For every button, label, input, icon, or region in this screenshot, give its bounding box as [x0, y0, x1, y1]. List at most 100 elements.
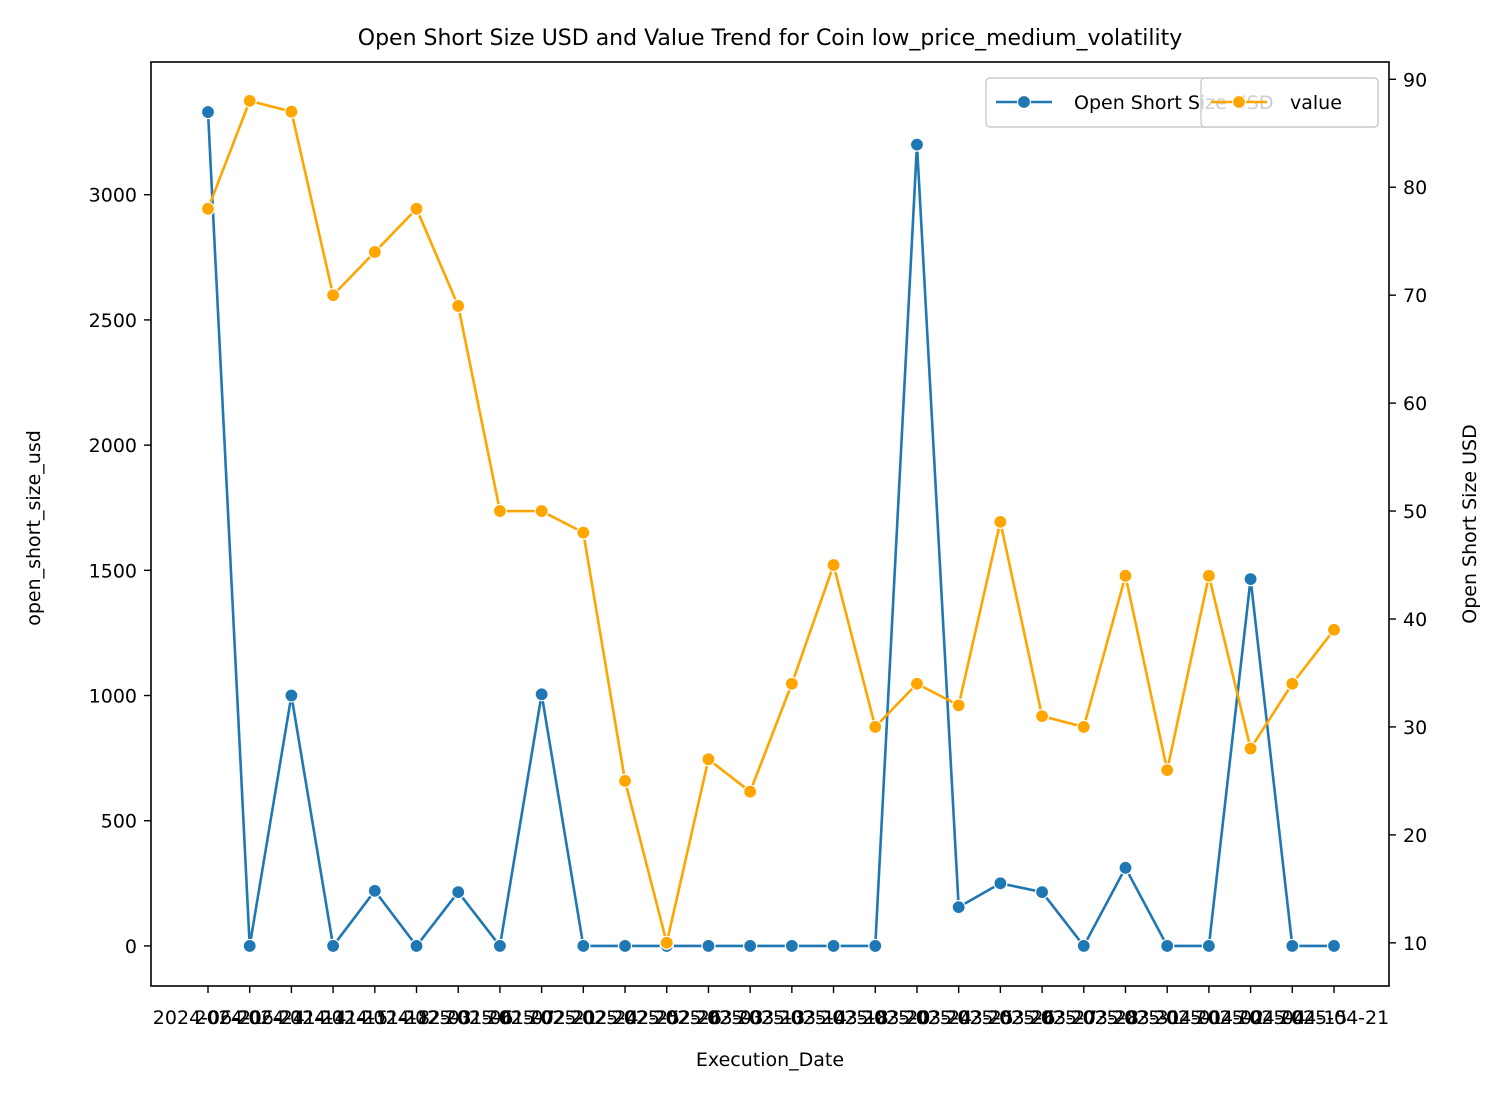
x-tick-label: 2025-02-26: [612, 1007, 722, 1029]
data-point-open-short-size-usd: [1076, 938, 1091, 954]
left-tick-label: 3000: [89, 185, 137, 207]
x-tick-label: 2025-03-28: [1029, 1007, 1139, 1029]
data-point-value: [200, 201, 216, 216]
left-tick-label: 1500: [89, 560, 137, 582]
data-point-value: [1118, 568, 1133, 583]
data-point-open-short-size-usd: [951, 900, 966, 915]
x-tick-label: 2025-03-13: [695, 1007, 805, 1029]
x-tick-label: 2024-06-24: [194, 1007, 304, 1029]
x-axis-label: Execution_Date: [696, 1049, 844, 1071]
right-tick-label: 40: [1403, 609, 1427, 631]
data-point-open-short-size-usd: [784, 938, 799, 954]
data-point-value: [576, 525, 591, 540]
data-point-value: [1076, 719, 1091, 735]
x-tick-label: 2025-04-04: [1195, 1007, 1305, 1029]
left-tick-label: 1000: [89, 686, 137, 708]
legend-value-label: value: [1290, 92, 1342, 114]
data-point-open-short-size-usd: [367, 883, 382, 898]
data-point-value: [1160, 763, 1175, 778]
left-axis-ticks: 0 500 1000 1500 2000 2500 3000: [89, 185, 151, 958]
x-tick-label: 2025-03-26: [945, 1007, 1055, 1029]
x-tick-label: 2025-04-02: [1154, 1007, 1264, 1029]
data-point-open-short-size-usd: [409, 938, 424, 954]
chart-title: Open Short Size USD and Value Trend for …: [358, 26, 1182, 51]
data-point-open-short-size-usd: [1326, 938, 1342, 954]
right-tick-label: 60: [1403, 393, 1427, 415]
data-point-value: [868, 719, 883, 735]
x-tick-label: 2024-11-18: [320, 1007, 430, 1029]
x-axis-ticks: 2024-06-212024-06-242024-11-142024-11-15…: [153, 986, 1389, 1029]
right-tick-label: 90: [1403, 69, 1427, 91]
x-tick-label: 2025-03-14: [737, 1007, 847, 1029]
left-tick-label: 0: [125, 936, 137, 958]
data-point-open-short-size-usd: [617, 938, 633, 954]
data-point-value: [492, 503, 508, 519]
data-point-value: [1285, 676, 1300, 691]
x-tick-label: 2025-02-21: [486, 1007, 596, 1029]
data-point-open-short-size-usd: [284, 688, 299, 703]
series-line-open-short-size-usd: [206, 112, 1334, 948]
series-line-value: [206, 99, 1336, 945]
data-point-value: [242, 93, 257, 108]
data-point-open-short-size-usd: [326, 938, 341, 954]
x-tick-label: 2024-11-14: [236, 1007, 346, 1029]
right-tick-label: 20: [1403, 825, 1427, 847]
data-point-value: [409, 201, 424, 216]
data-point-open-short-size-usd: [1118, 860, 1133, 875]
data-point-value: [784, 676, 799, 691]
left-tick-label: 500: [101, 811, 137, 833]
right-tick-label: 50: [1403, 501, 1427, 523]
data-point-open-short-size-usd: [451, 884, 466, 900]
series-layer: [200, 93, 1342, 954]
x-tick-label: 2025-03-24: [862, 1007, 972, 1029]
data-point-open-short-size-usd: [534, 687, 549, 702]
x-tick-label: 2025-02-25: [570, 1007, 680, 1029]
data-point-value: [1243, 741, 1258, 756]
data-point-open-short-size-usd: [826, 938, 841, 954]
data-point-value: [993, 514, 1008, 529]
right-tick-label: 10: [1403, 933, 1427, 955]
x-tick-label: 2024-06-21: [153, 1007, 263, 1029]
x-tick-label: 2024-12-03: [361, 1007, 471, 1029]
data-point-open-short-size-usd: [1034, 884, 1050, 900]
x-tick-label: 2025-02-24: [528, 1007, 638, 1029]
left-tick-label: 2000: [89, 435, 137, 457]
data-point-value: [1034, 709, 1050, 724]
x-tick-label: 2024-11-15: [278, 1007, 388, 1029]
left-tick-label: 2500: [89, 310, 137, 332]
data-point-value: [284, 104, 299, 119]
data-point-value: [367, 244, 382, 260]
data-point-open-short-size-usd: [576, 938, 591, 954]
left-axis-label: open_short_size_usd: [23, 430, 45, 626]
right-tick-label: 30: [1403, 717, 1427, 739]
x-tick-label: 2025-01-06: [403, 1007, 513, 1029]
data-point-value: [659, 935, 674, 950]
x-tick-label: 2025-03-25: [903, 1007, 1013, 1029]
data-point-value: [701, 752, 716, 767]
data-point-open-short-size-usd: [1160, 938, 1175, 954]
right-axis-ticks: 10 20 30 40 50 60 70 80 90: [1389, 69, 1427, 955]
data-point-value: [1326, 622, 1342, 637]
data-point-open-short-size-usd: [743, 938, 758, 954]
x-tick-label: 2025-01-07: [445, 1007, 555, 1029]
data-point-value: [951, 698, 966, 713]
data-point-open-short-size-usd: [492, 938, 508, 954]
data-point-open-short-size-usd: [1243, 571, 1258, 587]
data-point-value: [451, 298, 466, 314]
data-point-open-short-size-usd: [701, 938, 716, 954]
data-point-open-short-size-usd: [868, 938, 883, 954]
data-point-value: [1201, 568, 1216, 583]
data-point-open-short-size-usd: [200, 104, 216, 120]
data-point-open-short-size-usd: [993, 876, 1008, 891]
x-tick-label: 2025-03-31: [1070, 1007, 1180, 1029]
data-point-value: [617, 773, 633, 789]
data-point-value: [826, 557, 841, 573]
x-tick-label: 2025-03-20: [820, 1007, 930, 1029]
data-point-value: [909, 676, 925, 691]
data-point-open-short-size-usd: [1201, 938, 1216, 954]
x-tick-label: 2025-03-18: [778, 1007, 888, 1029]
x-tick-label: 2025-03-27: [987, 1007, 1097, 1029]
right-axis-label: Open Short Size USD: [1459, 424, 1481, 623]
legend-value: value: [1200, 77, 1379, 128]
